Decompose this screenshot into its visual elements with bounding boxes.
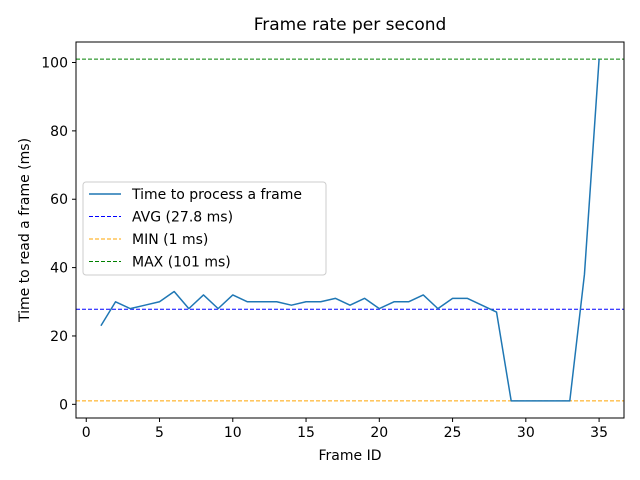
y-tick-label: 20 — [50, 329, 68, 345]
legend-label-avg-27-8-ms: AVG (27.8 ms) — [132, 210, 233, 226]
x-axis-label: Frame ID — [319, 448, 382, 464]
y-tick-label: 0 — [59, 397, 68, 413]
plot-lines — [76, 58, 624, 402]
legend-label-max-101-ms: MAX (101 ms) — [132, 255, 231, 271]
plot-frame — [75, 41, 625, 419]
chart-title: Frame rate per second — [254, 15, 447, 35]
x-tick-label: 35 — [590, 425, 608, 441]
y-tick-label: 60 — [50, 192, 68, 208]
legend-label-min-1-ms: MIN (1 ms) — [132, 232, 208, 248]
x-tick-label: 25 — [444, 425, 462, 441]
x-tick-label: 5 — [155, 425, 164, 441]
x-tick-label: 30 — [517, 425, 535, 441]
legend-box — [82, 181, 327, 276]
legend-label-time-to-process-a-frame: Time to process a frame — [131, 187, 302, 203]
y-axis-label: Time to read a frame (ms) — [17, 138, 33, 323]
y-tick-label: 80 — [50, 124, 68, 140]
y-tick-label: 100 — [41, 56, 68, 72]
series-line-time-to-process-a-frame — [100, 59, 600, 402]
x-axis-ticks: 0 5 10 15 20 25 30 35 — [82, 418, 608, 441]
x-tick-label: 10 — [224, 425, 242, 441]
y-axis-ticks: 0 20 40 60 80 100 — [41, 56, 76, 413]
legend: Time to process a frame AVG (27.8 ms) MIN … — [82, 181, 327, 276]
y-tick-label: 40 — [50, 261, 68, 277]
x-tick-label: 20 — [370, 425, 388, 441]
x-tick-label: 0 — [82, 425, 91, 441]
x-tick-label: 15 — [297, 425, 315, 441]
